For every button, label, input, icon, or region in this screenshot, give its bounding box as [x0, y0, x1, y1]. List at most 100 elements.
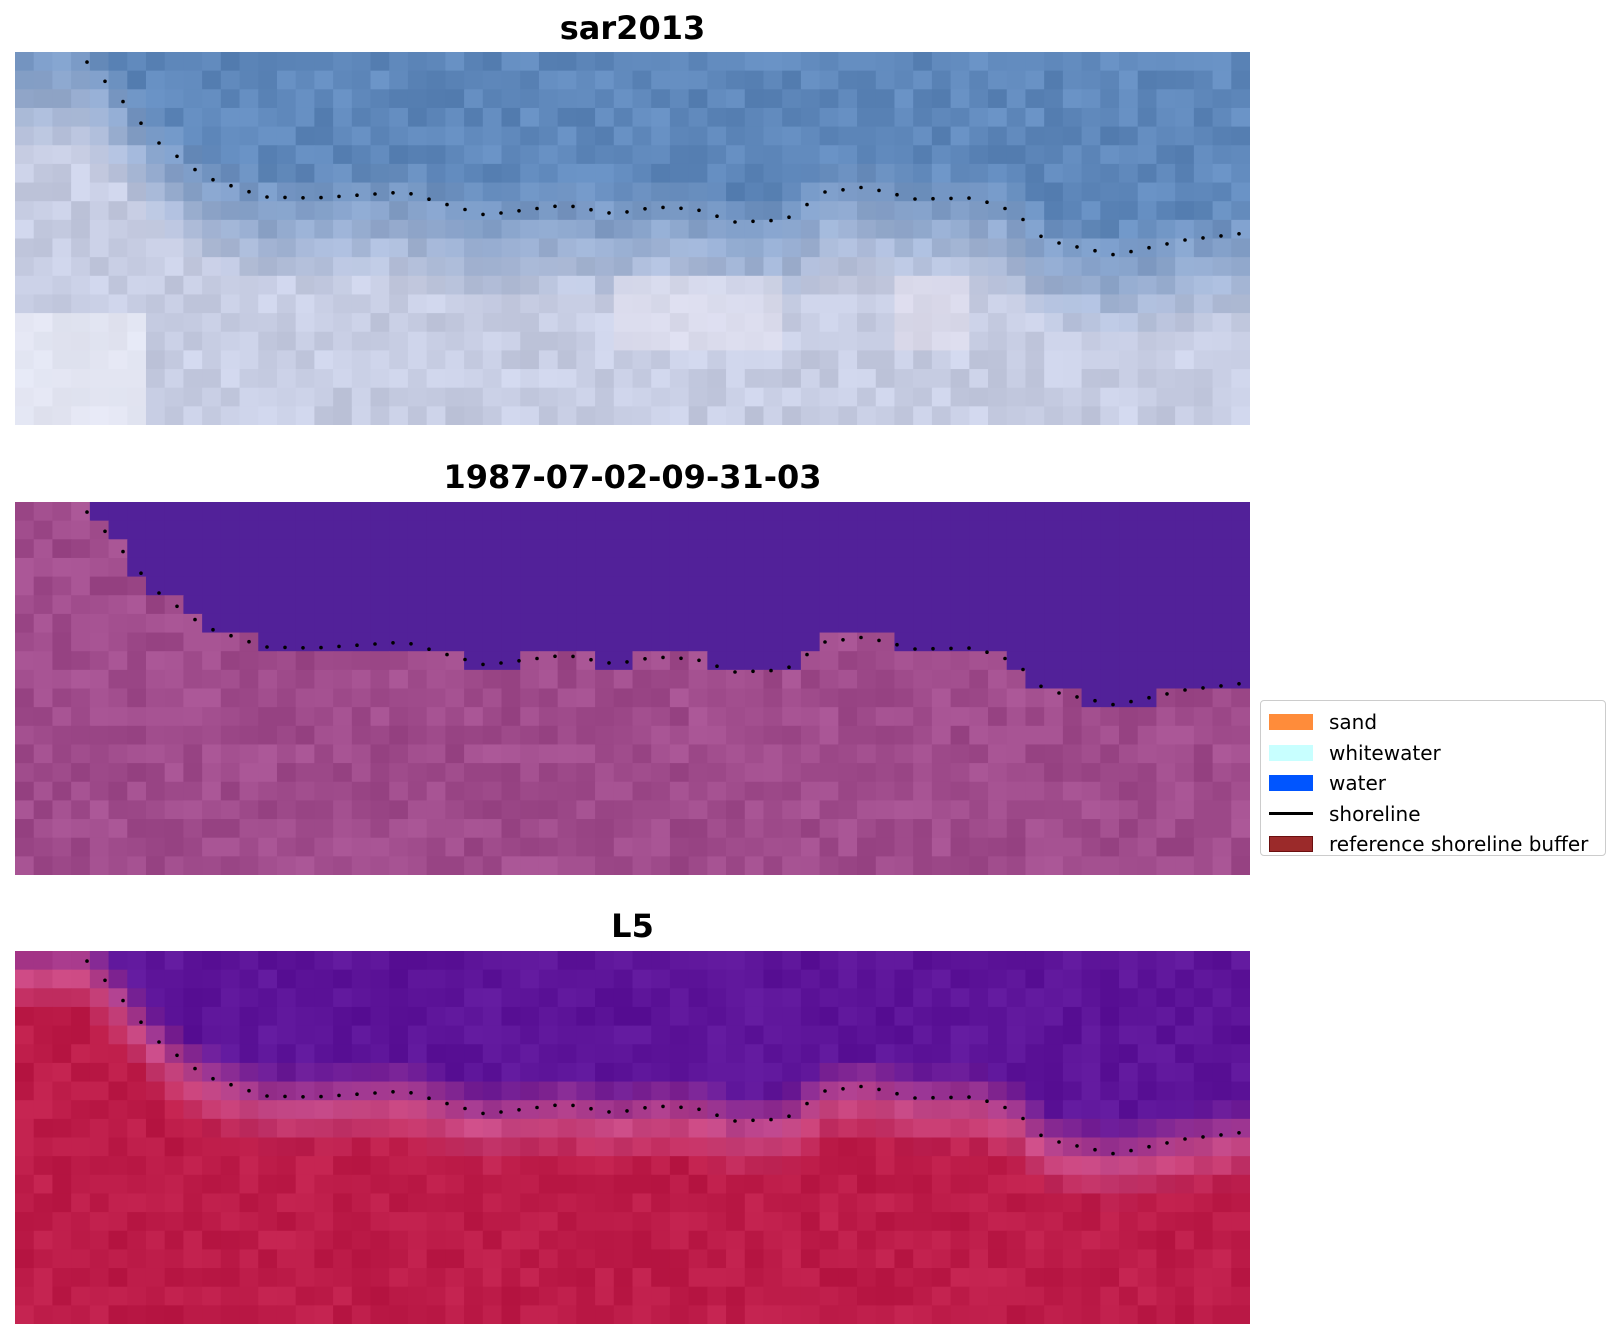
image-pixel: [145, 969, 166, 989]
image-pixel: [258, 651, 278, 671]
image-pixel: [1044, 632, 1064, 652]
image-pixel: [108, 238, 128, 258]
image-pixel: [707, 107, 727, 128]
image-pixel: [557, 406, 577, 425]
image-pixel: [875, 257, 896, 277]
image-pixel: [389, 387, 409, 407]
image-pixel: [969, 557, 989, 578]
image-pixel: [1062, 145, 1083, 165]
image-pixel: [763, 219, 783, 240]
image-pixel: [108, 313, 128, 333]
image-pixel: [295, 238, 315, 258]
image-pixel: [1006, 856, 1027, 875]
image-pixel: [1212, 1006, 1232, 1027]
image-pixel: [931, 238, 952, 258]
image-pixel: [1119, 763, 1139, 783]
image-pixel: [988, 163, 1008, 184]
image-pixel: [913, 1025, 933, 1045]
image-pixel: [931, 219, 952, 240]
image-pixel: [538, 52, 559, 72]
image-pixel: [595, 107, 615, 128]
image-pixel: [1137, 52, 1158, 72]
image-pixel: [557, 313, 577, 333]
image-pixel: [370, 1249, 390, 1269]
image-pixel: [426, 1100, 446, 1120]
image-pixel: [595, 257, 615, 277]
image-pixel: [239, 800, 259, 820]
image-pixel: [1006, 238, 1027, 258]
image-pixel: [688, 1062, 708, 1083]
image-pixel: [220, 201, 241, 221]
image-pixel: [1006, 595, 1027, 615]
image-pixel: [669, 1006, 690, 1027]
image-pixel: [1119, 1249, 1139, 1269]
image-pixel: [538, 1193, 559, 1213]
image-pixel: [426, 988, 446, 1008]
image-pixel: [389, 1081, 409, 1101]
image-pixel: [127, 238, 147, 258]
image-pixel: [33, 819, 54, 839]
image-pixel: [239, 1100, 259, 1120]
image-pixel: [632, 1156, 652, 1176]
image-pixel: [501, 557, 521, 578]
image-pixel: [108, 1062, 128, 1083]
image-pixel: [1231, 238, 1250, 258]
image-pixel: [763, 406, 783, 425]
image-pixel: [969, 89, 989, 109]
image-pixel: [1193, 1118, 1214, 1139]
image-pixel: [482, 595, 503, 615]
image-pixel: [875, 145, 896, 165]
image-pixel: [1175, 350, 1195, 370]
image-pixel: [71, 1025, 91, 1045]
image-pixel: [482, 275, 503, 296]
image-pixel: [482, 369, 503, 389]
image-pixel: [576, 781, 596, 801]
image-pixel: [276, 331, 297, 351]
image-pixel: [1100, 781, 1120, 801]
image-pixel: [89, 819, 110, 839]
image-pixel: [482, 406, 503, 425]
image-pixel: [520, 219, 540, 240]
image-pixel: [1137, 1081, 1158, 1101]
image-pixel: [426, 688, 446, 708]
image-pixel: [239, 595, 259, 615]
image-pixel: [333, 1212, 353, 1232]
image-pixel: [651, 557, 671, 578]
image-pixel: [1156, 1268, 1176, 1288]
image-pixel: [800, 988, 821, 1008]
image-pixel: [688, 406, 708, 425]
image-pixel: [370, 275, 390, 296]
image-pixel: [314, 781, 334, 801]
image-pixel: [782, 951, 802, 971]
image-pixel: [164, 1174, 185, 1195]
image-pixel: [71, 1118, 91, 1139]
image-pixel: [1081, 707, 1101, 727]
image-pixel: [389, 763, 409, 783]
image-pixel: [33, 126, 54, 146]
image-pixel: [108, 257, 128, 277]
image-pixel: [651, 1212, 671, 1232]
image-pixel: [557, 387, 577, 407]
image-pixel: [632, 502, 652, 522]
shoreline-point: [157, 141, 161, 145]
image-pixel: [445, 89, 465, 109]
image-pixel: [276, 1137, 297, 1157]
shoreline-point: [355, 1092, 359, 1096]
image-pixel: [71, 502, 91, 522]
image-pixel: [258, 52, 278, 72]
image-pixel: [1193, 1062, 1214, 1083]
image-pixel: [464, 781, 484, 801]
image-pixel: [333, 800, 353, 820]
image-pixel: [1100, 688, 1120, 708]
image-pixel: [351, 1212, 372, 1232]
image-pixel: [108, 1044, 128, 1064]
image-pixel: [239, 1268, 259, 1288]
image-pixel: [370, 744, 390, 764]
shoreline-point: [859, 635, 863, 640]
image-pixel: [164, 1137, 185, 1157]
image-pixel: [501, 1137, 521, 1157]
image-pixel: [557, 988, 577, 1008]
image-pixel: [819, 294, 839, 314]
image-pixel: [164, 613, 185, 634]
image-pixel: [520, 969, 540, 989]
